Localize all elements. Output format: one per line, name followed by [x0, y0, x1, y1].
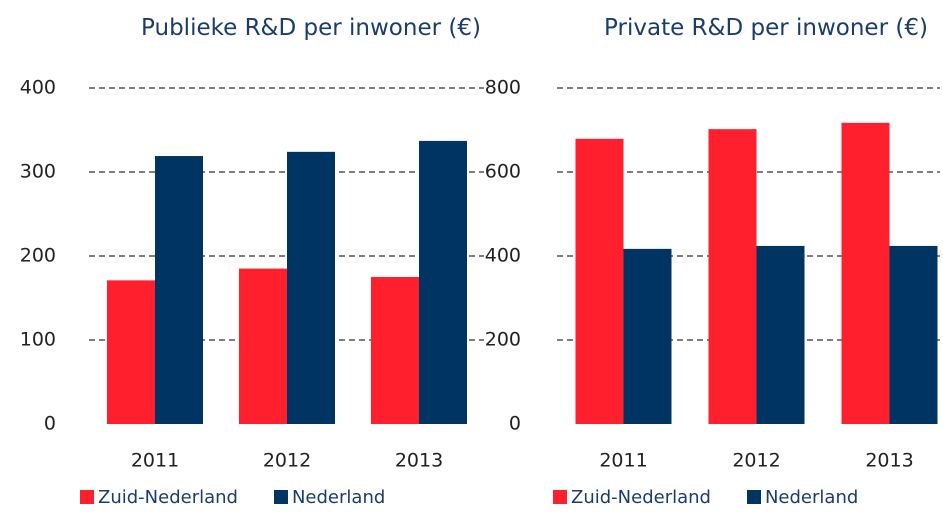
y-tick-label: 0 [44, 413, 56, 435]
y-tick-label: 800 [485, 77, 521, 99]
bar [287, 151, 335, 424]
chart-title: Publieke R&D per inwoner (€) [141, 15, 481, 41]
bar [889, 245, 938, 424]
bar [756, 245, 805, 424]
legend-label: Nederland [291, 487, 386, 508]
legend-swatch [80, 490, 94, 504]
bar [239, 268, 287, 424]
bar [155, 156, 203, 425]
x-tick-label: 2012 [263, 450, 311, 472]
x-tick-label: 2011 [599, 450, 647, 472]
y-tick-label: 200 [485, 329, 521, 351]
x-tick-label: 2011 [131, 450, 179, 472]
bar [623, 248, 672, 424]
y-tick-label: 400 [20, 77, 56, 99]
legend-swatch [746, 490, 761, 504]
y-tick-label: 300 [20, 161, 56, 183]
legend: Zuid-Nederland Nederland [80, 487, 421, 508]
legend-item: Zuid-Nederland [553, 487, 711, 508]
y-tick-label: 400 [485, 245, 521, 267]
legend-swatch [273, 490, 288, 504]
legend-label: Zuid-Nederland [571, 487, 711, 508]
bar [107, 280, 155, 424]
y-tick-label: 0 [509, 413, 521, 435]
bar [708, 129, 757, 424]
bar [575, 138, 624, 424]
bar [371, 277, 419, 424]
x-tick-label: 2013 [395, 450, 443, 472]
legend-item: Zuid-Nederland [80, 487, 238, 508]
legend-item: Nederland [273, 487, 386, 508]
y-tick-label: 600 [485, 161, 521, 183]
chart-title: Private R&D per inwoner (€) [604, 15, 928, 41]
y-tick-label: 200 [20, 245, 56, 267]
x-tick-label: 2012 [732, 450, 780, 472]
legend-swatch [553, 490, 567, 504]
bar [419, 140, 467, 425]
legend-label: Nederland [764, 487, 859, 508]
legend-item: Nederland [746, 487, 859, 508]
legend-label: Zuid-Nederland [98, 487, 238, 508]
x-tick-label: 2013 [865, 450, 913, 472]
bar [841, 122, 890, 425]
legend: Zuid-Nederland Nederland [553, 487, 894, 508]
y-tick-label: 100 [20, 329, 56, 351]
